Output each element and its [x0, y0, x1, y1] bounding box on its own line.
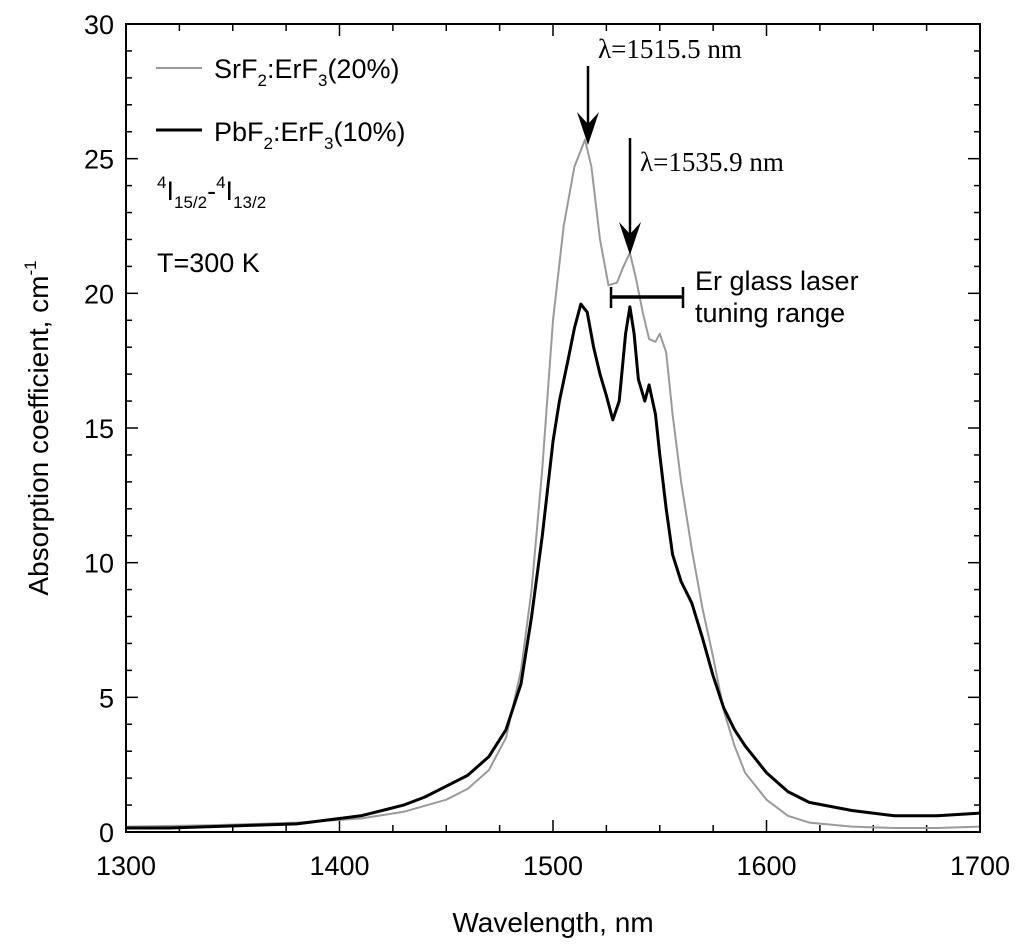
y-axis-title-exp: -1: [21, 260, 40, 275]
x-tick-label: 1500: [523, 851, 583, 881]
legend-label-pbf2: PbF2:ErF3(10%): [214, 117, 406, 153]
y-tick-label: 25: [84, 145, 114, 175]
y-tick-label: 20: [84, 279, 114, 309]
y-tick-label: 30: [84, 10, 114, 40]
y-tick-label: 5: [99, 683, 114, 713]
legend: SrF2:ErF3(20%) PbF2:ErF3(10%): [156, 54, 406, 153]
legend-label-srf2: SrF2:ErF3(20%): [214, 54, 399, 90]
x-axis-title: Wavelength, nm: [452, 907, 653, 938]
series-line-pbf2: [126, 302, 981, 830]
peak1-label: λ=1515.5 nm: [598, 34, 742, 64]
peak2-arrowhead: [619, 222, 641, 255]
series-layer: [125, 138, 981, 830]
peak1-arrowhead: [577, 112, 599, 145]
x-tick-label: 1600: [736, 851, 796, 881]
tuning-label-line2: tuning range: [695, 298, 845, 328]
x-tick-label: 1700: [950, 851, 1010, 881]
series-line-srf2: [125, 138, 981, 829]
y-tick-label: 10: [84, 549, 114, 579]
transition-label: 4I15/2-4I13/2: [157, 173, 266, 212]
y-tick-label: 0: [99, 818, 114, 848]
ticks-layer: 1300 1400 1500 1600 1700 0 5 10 15 20 25 30: [84, 10, 1010, 881]
peak2-label: λ=1535.9 nm: [640, 147, 784, 177]
y-axis-title-main: Absorption coefficient, cm: [23, 276, 54, 596]
temperature-label: T=300 K: [157, 248, 260, 278]
y-axis-title: Absorption coefficient, cm-1: [21, 260, 54, 595]
plot-frame: [125, 23, 981, 833]
tuning-label-line1: Er glass laser: [695, 266, 859, 296]
x-tick-label: 1400: [309, 851, 369, 881]
x-tick-label: 1300: [96, 851, 156, 881]
y-tick-label: 15: [84, 414, 114, 444]
